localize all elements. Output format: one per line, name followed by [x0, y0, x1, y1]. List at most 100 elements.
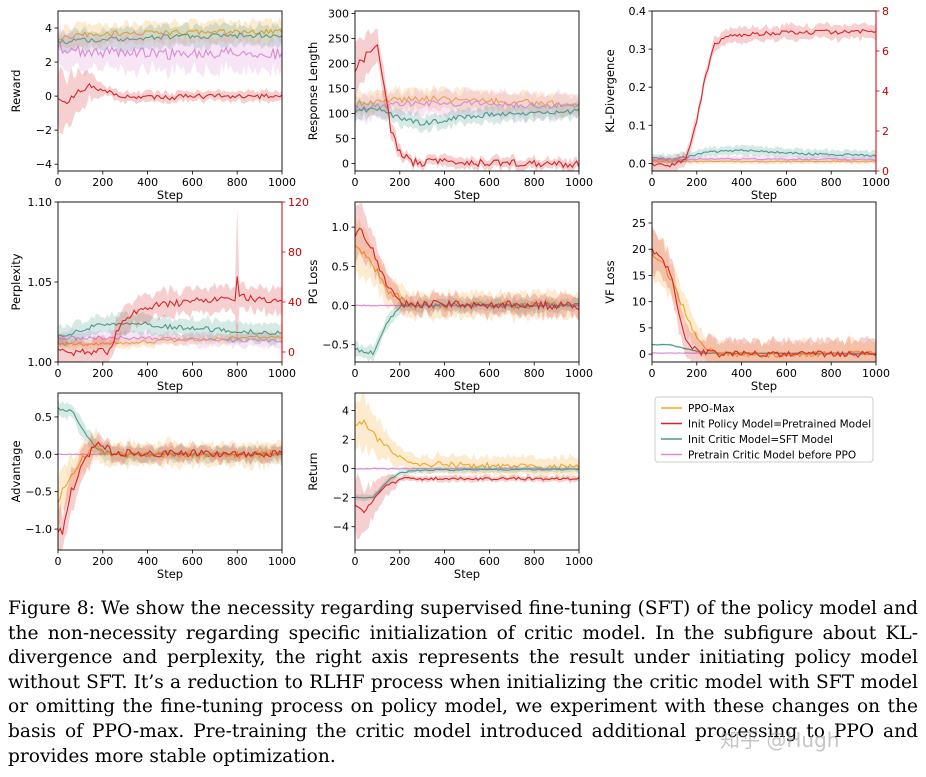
line-return-pretrain_critic [355, 467, 579, 470]
band-reward-pretrain_critic [58, 23, 282, 80]
line-response-pretrain_critic [355, 99, 579, 112]
line-kl-init_critic [652, 148, 876, 162]
ytick-label: 0.1 [629, 119, 647, 132]
xtick-label: 600 [776, 176, 797, 189]
axes-frame-advantage [57, 392, 283, 551]
line-reward-ppo_max [58, 28, 282, 41]
y2tick-label: 4 [882, 85, 889, 98]
band-advantage-init_critic [58, 400, 282, 466]
ylabel-pgloss: PG Loss [306, 260, 320, 305]
axes-frame-vfloss [651, 201, 877, 363]
y2tick-label: 2 [882, 125, 889, 138]
xtick-label: 200 [686, 176, 707, 189]
band-vfloss-init_policy [652, 225, 876, 362]
line-response-init_policy [355, 43, 579, 169]
xtick-label: 1000 [565, 555, 593, 568]
band-reward-init_critic [58, 21, 282, 54]
ylabel-vfloss: VF Loss [603, 260, 617, 303]
xtick-label: 200 [389, 367, 410, 380]
xtick-label: 600 [182, 367, 203, 380]
ytick-label: 0 [342, 463, 349, 476]
line-return-init_critic [355, 468, 579, 499]
xtick-label: 200 [92, 555, 113, 568]
legend-label-ppo_max: PPO-Max [688, 403, 735, 415]
line-pgloss-init_critic [355, 302, 579, 356]
xtick-label: 0 [352, 555, 359, 568]
ytick-label: −1.0 [25, 523, 52, 536]
line-kl-ppo_max [652, 160, 876, 163]
xtick-label: 200 [92, 367, 113, 380]
xlabel-reward: Step [157, 188, 183, 202]
ytick-label: 0.5 [35, 411, 53, 424]
plot-area-vfloss [652, 225, 876, 362]
ytick-label: 20 [632, 243, 646, 256]
band-pgloss-ppo_max [355, 210, 579, 324]
ytick-label: 0.0 [629, 157, 647, 170]
xtick-label: 1000 [862, 176, 890, 189]
line-perplexity-pretrain_critic [58, 335, 282, 343]
ylabel-reward: Reward [9, 70, 23, 113]
xtick-label: 1000 [268, 176, 296, 189]
line-kl-pretrain_critic [652, 157, 876, 161]
xtick-label: 400 [434, 555, 455, 568]
ytick-label: 1.05 [28, 276, 53, 289]
ytick-label: 15 [632, 269, 646, 282]
line-reward-init_policy [58, 82, 282, 105]
xtick-label: 800 [524, 555, 545, 568]
ytick-label: 2 [342, 434, 349, 447]
subplot-pgloss: 0 200 400 600 800 1000 −0.5 0.0 0.5 1.0 Step PG Los… [306, 201, 593, 393]
xtick-label: 1000 [268, 555, 296, 568]
y2tick-label: 40 [288, 296, 302, 309]
ytick-label: 100 [328, 108, 349, 121]
line-perplexity-init_policy [58, 276, 282, 357]
band-reward-ppo_max [58, 16, 282, 50]
band-return-init_policy [355, 473, 579, 540]
subplot-return: 0 200 400 600 800 1000 −4 −2 0 2 4 Step Return [306, 392, 593, 581]
y2tick-label: 0 [288, 346, 295, 359]
xtick-label: 600 [479, 176, 500, 189]
ytick-label: −4 [36, 158, 52, 171]
ytick-label: 1.0 [332, 221, 350, 234]
xtick-label: 800 [821, 176, 842, 189]
ytick-label: −2 [333, 492, 349, 505]
xtick-label: 600 [479, 367, 500, 380]
xtick-label: 800 [227, 555, 248, 568]
xtick-label: 200 [92, 176, 113, 189]
ytick-label: 25 [632, 217, 646, 230]
xtick-label: 400 [137, 176, 158, 189]
ylabel-advantage: Advantage [9, 440, 23, 502]
line-response-ppo_max [355, 95, 579, 108]
line-perplexity-ppo_max [58, 335, 282, 347]
xtick-label: 600 [182, 176, 203, 189]
ytick-label: 5 [639, 322, 646, 335]
xlabel-vfloss: Step [751, 379, 777, 393]
ytick-label: 1.00 [28, 356, 53, 369]
ytick-label: 50 [335, 133, 349, 146]
xtick-label: 800 [821, 367, 842, 380]
subplot-reward: 0 200 400 600 800 1000 −4 −2 0 2 4 Step Reward [9, 10, 296, 202]
legend: PPO-Max Init Policy Model=Pretrained Mode… [654, 396, 874, 463]
ytick-label: 1.10 [28, 196, 53, 209]
axes-frame-response [354, 10, 580, 172]
xtick-label: 600 [479, 555, 500, 568]
ytick-label: 4 [45, 22, 52, 35]
y2tick-label: 0 [882, 165, 889, 178]
xtick-label: 400 [434, 176, 455, 189]
xtick-label: 800 [227, 367, 248, 380]
subplot-vfloss: 0 200 400 600 800 1000 0 5 10 15 20 25 Step VF Loss [603, 201, 890, 393]
xtick-label: 400 [731, 176, 752, 189]
band-response-pretrain_critic [355, 85, 579, 127]
band-perplexity-ppo_max [58, 330, 282, 351]
y2tick-label: 8 [882, 5, 889, 18]
legend-box [654, 396, 874, 463]
band-kl-init_critic [652, 144, 876, 166]
watermark: 知乎 @Hugh [720, 728, 840, 752]
ytick-label: 0.4 [629, 5, 647, 18]
figure-grid: 0 200 400 600 800 1000 −4 −2 0 2 4 Step Reward 0 200 40… [9, 5, 890, 581]
plot-area-kl [652, 21, 876, 171]
ytick-label: 0.2 [629, 81, 647, 94]
band-perplexity-init_critic [58, 311, 282, 349]
ytick-label: 0 [639, 348, 646, 361]
